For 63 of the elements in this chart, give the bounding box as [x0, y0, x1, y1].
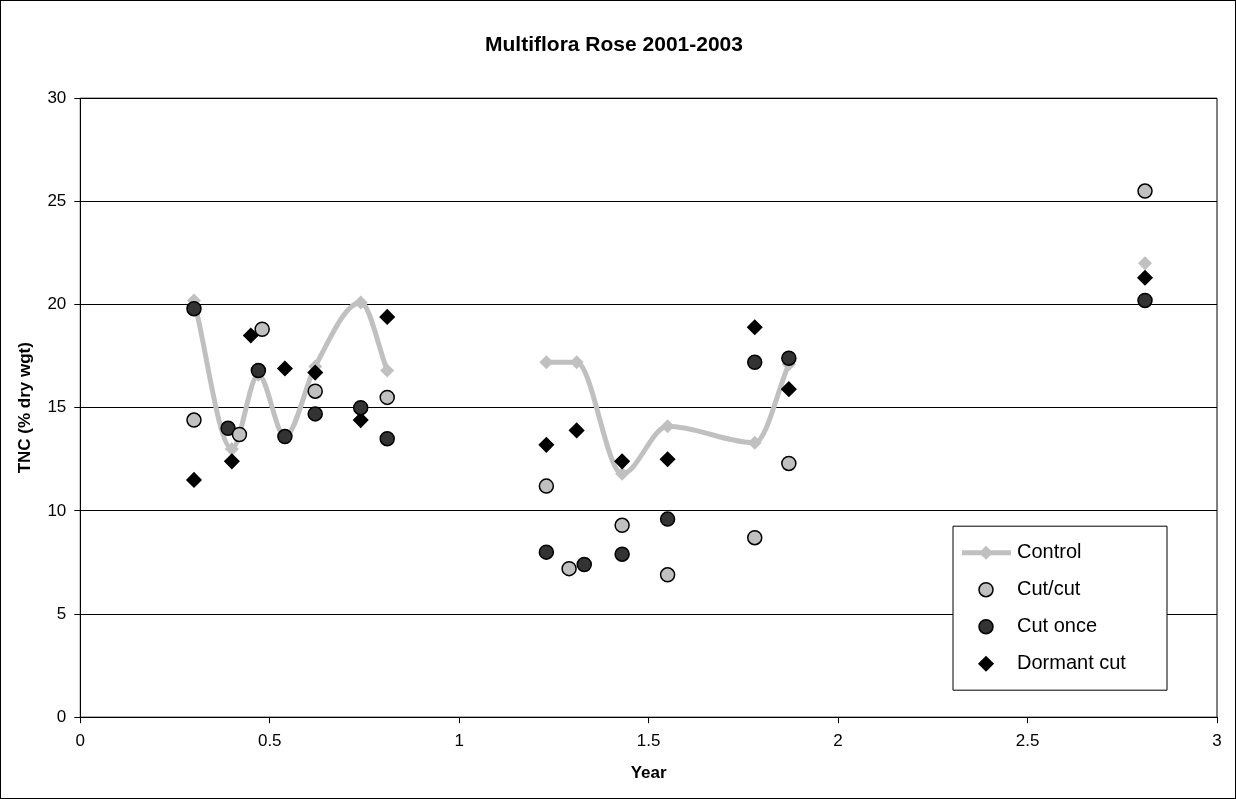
point	[538, 437, 555, 453]
point	[781, 455, 797, 472]
point	[307, 406, 323, 422]
point	[353, 295, 368, 310]
y-axis-title: TNC (% dry wgt)	[14, 342, 34, 474]
x-axis-title: Year	[630, 763, 667, 783]
point	[568, 422, 585, 439]
y-tick-label: 20	[47, 294, 67, 314]
x-tick-label: 1	[454, 731, 464, 751]
point	[576, 556, 592, 573]
point	[615, 466, 630, 481]
y-tick-label: 5	[56, 603, 67, 623]
point	[659, 511, 676, 527]
point	[614, 453, 630, 470]
y-tick-label: 10	[47, 500, 67, 520]
point	[747, 529, 763, 546]
point	[538, 544, 555, 560]
point	[781, 381, 797, 397]
y-tick-label: 0	[56, 706, 67, 726]
point	[659, 451, 676, 468]
point	[352, 399, 369, 416]
y-tick-label: 25	[47, 191, 67, 211]
point	[379, 389, 395, 406]
point	[379, 309, 395, 325]
x-tick-label: 0	[75, 731, 86, 751]
point	[186, 412, 202, 428]
legend-label: Dormant cut	[1017, 651, 1127, 674]
point	[561, 560, 577, 577]
x-tick-label: 2	[833, 731, 843, 751]
point	[614, 546, 630, 562]
point	[224, 441, 239, 456]
point	[538, 478, 555, 494]
point	[380, 363, 395, 378]
legend-label: Cut/cut	[1017, 577, 1081, 600]
legend-label: Control	[1017, 540, 1082, 563]
point	[307, 364, 323, 381]
x-tick-label: 2.5	[1015, 731, 1040, 751]
point	[614, 517, 630, 534]
point	[231, 426, 248, 443]
x-tick-label: 3	[1212, 731, 1222, 751]
y-tick-label: 15	[47, 397, 67, 417]
point	[243, 327, 259, 344]
point	[379, 430, 395, 447]
point	[747, 319, 763, 335]
point	[1138, 256, 1153, 271]
point	[307, 383, 323, 399]
point	[1137, 292, 1153, 309]
point	[186, 300, 202, 317]
point	[747, 354, 763, 371]
point	[781, 350, 797, 366]
x-tick-label: 0.5	[257, 731, 282, 751]
point	[277, 360, 293, 377]
point	[186, 472, 202, 488]
legend-label: Cut once	[1017, 614, 1098, 637]
point	[254, 321, 270, 338]
point	[220, 420, 236, 437]
point	[1137, 183, 1153, 199]
point	[1137, 269, 1153, 286]
x-tick-label: 1.5	[636, 731, 661, 751]
chart-title: Multiflora Rose 2001-2003	[485, 32, 743, 56]
point	[224, 453, 240, 470]
y-tick-label: 30	[47, 87, 67, 107]
point	[659, 567, 676, 583]
